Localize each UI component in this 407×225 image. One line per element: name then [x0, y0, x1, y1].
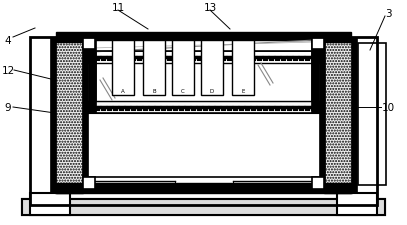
Bar — [201, 41, 223, 96]
Bar — [312, 177, 324, 189]
Text: B: B — [152, 89, 156, 94]
Bar — [22, 199, 385, 215]
Bar — [172, 41, 194, 96]
Bar — [232, 41, 254, 96]
Bar — [56, 33, 351, 43]
Text: 10: 10 — [381, 103, 394, 112]
Text: E: E — [241, 89, 245, 94]
Bar — [143, 41, 165, 96]
Bar — [82, 38, 88, 193]
Bar — [88, 101, 319, 113]
Bar — [312, 38, 324, 50]
Bar — [358, 44, 386, 185]
Text: 13: 13 — [204, 3, 217, 13]
Text: A: A — [121, 89, 125, 94]
Text: C: C — [181, 89, 185, 94]
Bar — [55, 38, 83, 193]
Bar — [88, 40, 96, 113]
Bar — [30, 193, 70, 215]
Bar — [22, 199, 385, 215]
Bar — [96, 52, 311, 101]
Bar — [351, 38, 357, 193]
Text: 12: 12 — [1, 66, 15, 76]
Bar — [83, 177, 95, 189]
Bar — [319, 38, 325, 193]
Bar — [324, 38, 352, 193]
Bar — [337, 193, 377, 215]
Bar — [88, 52, 319, 64]
Text: D: D — [210, 89, 214, 94]
Text: 9: 9 — [5, 103, 11, 112]
Text: 11: 11 — [112, 3, 125, 13]
Bar — [112, 41, 134, 96]
Bar — [83, 38, 95, 50]
Bar — [88, 41, 319, 53]
Bar — [30, 38, 377, 205]
Text: 3: 3 — [385, 9, 391, 19]
Bar — [311, 40, 319, 113]
Bar — [56, 183, 351, 193]
Text: 4: 4 — [5, 36, 11, 46]
Bar — [50, 38, 56, 193]
